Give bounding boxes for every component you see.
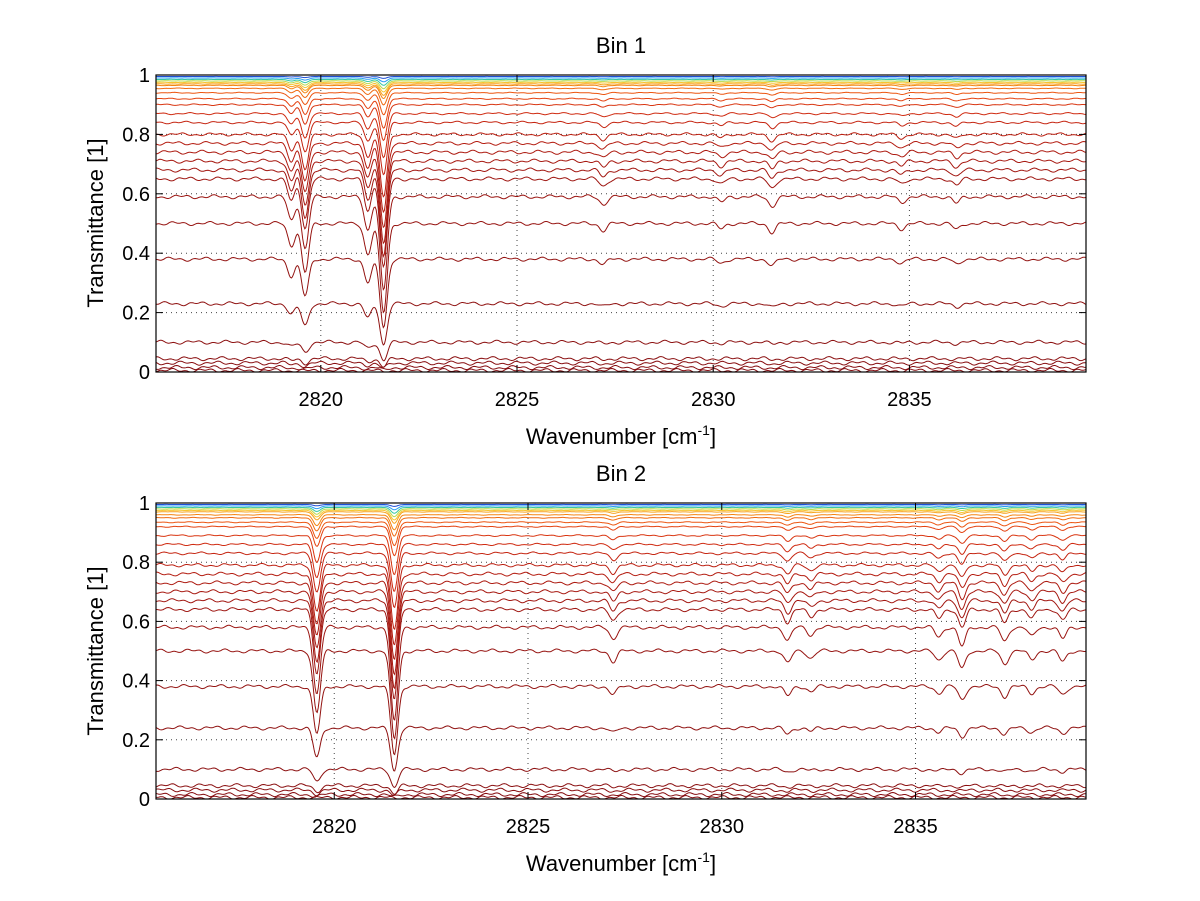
- series-line: [156, 534, 1087, 576]
- y-tick-label: 0.6: [122, 611, 150, 633]
- series-line: [156, 606, 1087, 700]
- y-tick-label: 0: [139, 362, 150, 384]
- series-line: [155, 783, 1087, 795]
- y-tick-label: 1: [139, 65, 150, 87]
- series-line: [155, 220, 1087, 314]
- series-line: [156, 503, 1086, 507]
- y-tick-label: 0.8: [122, 552, 150, 574]
- y-tick-label: 0: [139, 789, 150, 811]
- series-line: [155, 725, 1087, 772]
- x-tick-label: 2830: [691, 389, 736, 411]
- y-tick-label: 1: [139, 493, 150, 515]
- series-line: [155, 508, 1086, 518]
- panel-title: Bin 1: [596, 33, 646, 58]
- series-line: [155, 80, 1086, 90]
- series-line: [156, 78, 1086, 86]
- x-tick-label: 2835: [887, 389, 932, 411]
- series-line: [155, 84, 1086, 100]
- y-tick-label: 0.4: [122, 243, 150, 265]
- series-line: [155, 167, 1086, 258]
- x-tick-label: 2835: [893, 816, 938, 838]
- series-line: [155, 683, 1087, 756]
- y-tick-label: 0.2: [122, 730, 150, 752]
- y-axis-title: Transmittance [1]: [83, 138, 108, 307]
- series-line: [155, 766, 1087, 788]
- series-line: [155, 91, 1086, 116]
- x-axis-title: Wavenumber [cm-1]: [526, 849, 716, 876]
- series-line: [156, 506, 1086, 514]
- grid: [156, 503, 1086, 799]
- x-axis-title: Wavenumber [cm-1]: [526, 422, 716, 449]
- series-line: [156, 75, 1086, 79]
- x-tick-label: 2825: [506, 816, 551, 838]
- series-line: [155, 562, 1087, 631]
- series-line: [155, 505, 1086, 511]
- series-line: [155, 525, 1086, 557]
- series-line: [155, 194, 1087, 291]
- chart-panel-bin-2: Bin 2 2820 2825 2830 2835 0 0.2 0.4 0.6 0.8 1 Wav…: [83, 461, 1087, 876]
- series-line: [155, 624, 1087, 721]
- series-line: [155, 589, 1087, 676]
- y-axis-title: Transmittance [1]: [83, 566, 108, 735]
- series-line: [155, 140, 1087, 214]
- series-line: [155, 791, 1087, 798]
- series-line: [156, 516, 1087, 537]
- series-line: [155, 360, 1087, 369]
- series-line: [155, 83, 1087, 96]
- series-line: [156, 511, 1086, 524]
- panel-title: Bin 2: [596, 461, 646, 486]
- series-line: [155, 339, 1087, 362]
- series-line: [155, 132, 1087, 198]
- ticks: 2820 2825 2830 2835 0 0.2 0.4 0.6 0.8 1: [122, 65, 1086, 411]
- x-tick-label: 2820: [312, 816, 357, 838]
- ticks: 2820 2825 2830 2835 0 0.2 0.4 0.6 0.8 1: [122, 493, 1086, 838]
- series-line: [155, 580, 1087, 661]
- series-line: [155, 149, 1087, 229]
- series-line: [155, 120, 1087, 176]
- series-line: [156, 81, 1086, 93]
- chart-panel-bin-1: Bin 1 2820 2825 2830 2835 0 0.2 0.4 0.6 0.8 1 Wav…: [83, 33, 1087, 449]
- series-line: [156, 571, 1087, 646]
- x-tick-label: 2820: [299, 389, 344, 411]
- x-tick-label: 2830: [700, 816, 745, 838]
- y-tick-label: 0.2: [122, 303, 150, 325]
- series-line: [156, 301, 1087, 346]
- series-line: [155, 521, 1087, 547]
- series-line: [156, 103, 1087, 142]
- series-line: [155, 97, 1086, 129]
- series-line: [155, 356, 1087, 368]
- x-tick-label: 2825: [495, 389, 540, 411]
- series-line: [155, 176, 1087, 269]
- series-line: [155, 364, 1086, 371]
- series-line: [155, 509, 1087, 521]
- plot-frame: [155, 74, 1087, 373]
- series-line: [155, 256, 1087, 329]
- series-line: [155, 87, 1087, 106]
- y-tick-label: 0.8: [122, 124, 150, 146]
- series-line: [155, 648, 1087, 740]
- series-line: [156, 77, 1087, 83]
- plot-frame: [155, 502, 1087, 800]
- series-line: [155, 158, 1087, 245]
- series-line: [155, 551, 1087, 609]
- series-line: [155, 513, 1087, 531]
- series-line: [155, 787, 1087, 797]
- series-line: [155, 598, 1087, 690]
- series-group: [155, 75, 1087, 373]
- series-group: [155, 503, 1087, 800]
- y-tick-label: 0.6: [122, 184, 150, 206]
- series-line: [155, 542, 1087, 592]
- series-line: [155, 111, 1087, 159]
- y-tick-label: 0.4: [122, 671, 150, 693]
